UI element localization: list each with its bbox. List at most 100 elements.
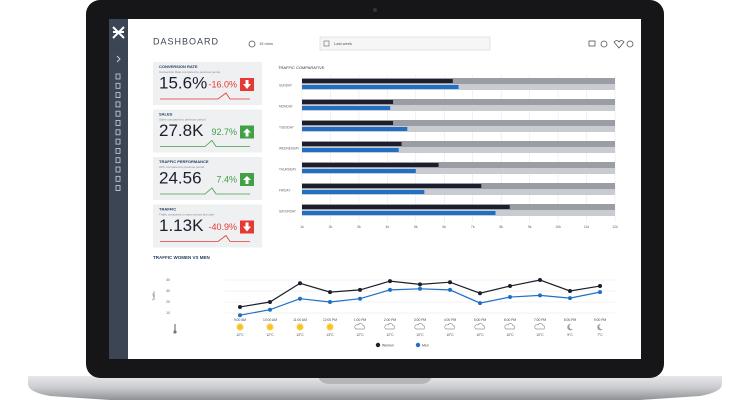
monitor-icon[interactable]: [588, 40, 596, 47]
settings-icon[interactable]: [600, 40, 608, 48]
point: [478, 291, 482, 296]
point: [328, 300, 332, 304]
point: [238, 304, 242, 309]
point: [358, 287, 362, 292]
weather-icon: [296, 323, 304, 331]
x-tick-label: 1k: [300, 225, 304, 229]
point: [508, 284, 512, 289]
sidebar-icon[interactable]: [115, 120, 121, 126]
x-tick-label: 2k: [329, 225, 333, 229]
weather-icon: [597, 323, 603, 331]
point: [538, 278, 542, 282]
x-tick-label: 9k: [528, 225, 532, 229]
legend-label: Men: [422, 343, 429, 347]
x-tick-label: 4:00 PM: [444, 318, 457, 322]
sidebar-icon[interactable]: [115, 157, 121, 164]
x-tick-label: 3k: [357, 225, 361, 229]
bar: [302, 142, 402, 146]
point: [268, 300, 272, 304]
weather-icon: [474, 323, 485, 330]
trend-arrow: [243, 80, 251, 89]
bar: [302, 85, 459, 89]
trend-arrow: [243, 222, 251, 232]
weather-icon: [567, 323, 573, 331]
point: [598, 284, 602, 289]
sidebar-icon[interactable]: [115, 82, 121, 89]
kpi-title: TRAFFIC PERFORMANCE: [159, 159, 209, 164]
refresh-icon[interactable]: [248, 40, 256, 48]
refresh-interval[interactable]: 15 mins: [259, 41, 273, 46]
sidebar-icon[interactable]: [115, 101, 121, 108]
point: [508, 295, 512, 300]
y-tick-label: 20: [166, 300, 170, 304]
date-value[interactable]: Last week: [334, 41, 352, 46]
sidebar-icon[interactable]: [115, 129, 121, 136]
y-tick-label: 10: [166, 311, 170, 315]
point: [448, 280, 452, 285]
point: [568, 296, 572, 301]
sidebar-icon[interactable]: [115, 73, 121, 80]
bar-track: [302, 147, 615, 153]
sidebar-icon[interactable]: [115, 110, 121, 117]
temperature: 9°C: [567, 333, 573, 337]
temperature: 10°C: [536, 333, 544, 337]
bar: [302, 148, 399, 152]
point: [418, 286, 422, 291]
point: [598, 290, 602, 295]
kpi-change: 7.4%: [216, 174, 237, 184]
x-tick-label: 6k: [442, 225, 446, 229]
sidebar-icon[interactable]: [115, 92, 121, 98]
bar-track: [302, 105, 615, 111]
y-tick-label: WEDNESDAY: [279, 146, 300, 150]
x-tick-label: 12:00 PM: [323, 318, 337, 322]
temperature: 12°C: [356, 333, 364, 337]
bar: [302, 127, 408, 131]
kpi-change: 92.7%: [211, 127, 237, 137]
x-tick-label: 7:00 PM: [534, 318, 547, 322]
kpi-change: -16.0%: [208, 79, 237, 89]
bar-track: [302, 120, 615, 126]
x-tick-label: 3:00 PM: [414, 318, 427, 322]
sparkline: [160, 139, 250, 147]
sidebar-icon[interactable]: [115, 175, 121, 182]
sidebar-toggle[interactable]: [116, 55, 121, 63]
sidebar-icon[interactable]: [115, 147, 121, 154]
point: [388, 279, 392, 284]
sidebar-icon[interactable]: [115, 185, 121, 192]
x-tick-label: 10k: [555, 225, 561, 229]
sparkline: [160, 234, 250, 242]
y-tick-label: 40: [166, 278, 170, 282]
point: [568, 289, 572, 293]
bar: [302, 190, 425, 194]
y-tick-label: 30: [166, 289, 170, 293]
point: [298, 281, 302, 286]
kpi-change: -40.9%: [208, 222, 237, 232]
point: [328, 290, 332, 295]
favorites-icon[interactable]: [613, 40, 625, 49]
sidebar-icon[interactable]: [115, 166, 121, 173]
y-axis-label: Traffic: [152, 291, 156, 301]
chart-title: TRAFFIC WOMEN VS MEN: [153, 255, 210, 260]
point: [298, 296, 302, 301]
bar: [302, 106, 391, 110]
sparkline: [160, 187, 250, 195]
weather-icon: [326, 323, 334, 331]
bar: [302, 169, 416, 173]
point: [388, 287, 392, 292]
user-icon[interactable]: [626, 40, 634, 48]
temperature: 13°C: [296, 333, 304, 337]
y-tick-label: THURSDAY: [279, 167, 297, 171]
x-tick-label: 8k: [499, 225, 503, 229]
bar-track: [302, 162, 615, 168]
kpi-value: 27.8K: [159, 121, 204, 140]
sidebar: [109, 19, 128, 359]
bar-track: [302, 141, 615, 147]
weather-icon: [414, 323, 425, 330]
date-input[interactable]: [319, 36, 491, 51]
temperature: 10°C: [476, 333, 484, 337]
bar-track: [302, 126, 615, 132]
kpi-value: 1.13K: [159, 216, 204, 235]
temperature: 13°C: [326, 333, 334, 337]
sidebar-icon[interactable]: [115, 138, 121, 145]
point: [478, 301, 482, 306]
